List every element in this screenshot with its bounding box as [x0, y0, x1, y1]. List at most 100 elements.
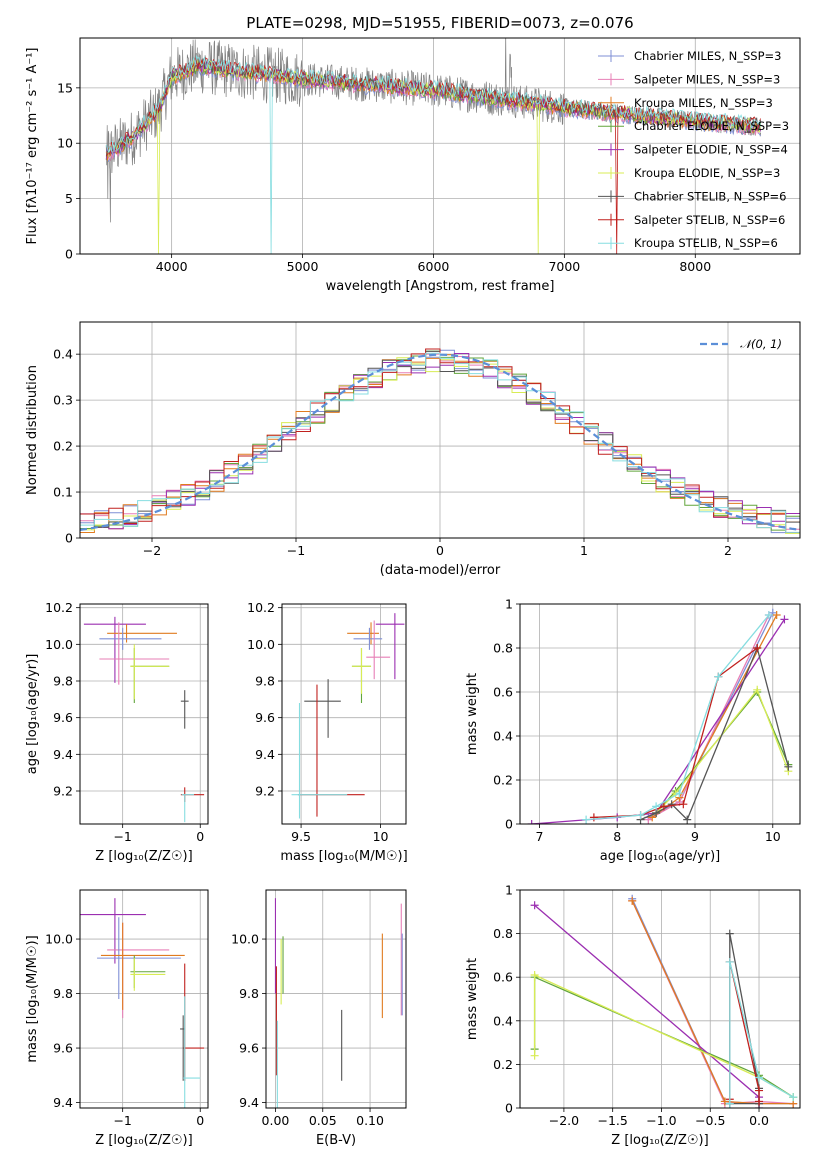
mass-weight-marker	[530, 971, 539, 980]
axes-mass-vs-EBV: 0.00 0.05 0.10 9.4 9.6 9.8 10.0 E(B-V)	[231, 889, 407, 1148]
x-axis-label: Z [log₁₀(Z/Z☉)]	[95, 1133, 192, 1148]
y-tick-label: 9.2	[53, 784, 73, 799]
x-axis-label: E(B-V)	[316, 1133, 356, 1148]
y-tick-label: 0.2	[53, 439, 73, 454]
errorbar-point	[80, 898, 146, 964]
x-axis-label: (data-model)/error	[380, 563, 501, 578]
y-tick-label: 0.4	[493, 1013, 513, 1028]
axes-frame	[519, 603, 801, 825]
y-tick-label: 10.0	[45, 932, 73, 947]
y-tick-label: 0.4	[53, 347, 73, 362]
mass-weight-marker	[628, 896, 637, 905]
legend-entry: Chabrier STELIB, N_SSP=6	[634, 189, 786, 203]
x-tick-label: 9.5	[291, 829, 311, 844]
axes-frame	[79, 889, 209, 1109]
histogram-step-line	[80, 352, 800, 533]
y-tick-label: 10.0	[45, 637, 73, 652]
plot-area	[80, 38, 800, 254]
x-axis-label: Z [log₁₀(Z/Z☉)]	[611, 1133, 708, 1148]
axes-frame	[79, 321, 801, 539]
mass-weight-marker	[725, 929, 734, 938]
mass-weight-marker	[675, 789, 684, 798]
x-tick-label: 0	[196, 1113, 204, 1128]
errorbar-point	[180, 690, 189, 729]
errorbar-point	[183, 996, 201, 1108]
axes-mass-vs-Z: −1 0 9.4 9.6 9.8 10.0 Z [log₁₀(Z/Z☉)] mass [log…	[25, 889, 209, 1148]
axes-spectrum: 4000 5000 6000 7000 8000 0 5 10 15 wavelength [An…	[25, 37, 801, 294]
errorbar-point	[181, 794, 195, 823]
axes-frame	[265, 889, 407, 1109]
mass-weight-marker	[753, 685, 762, 694]
y-tick-label: 1	[505, 597, 513, 612]
y-tick-label: 0.3	[53, 393, 73, 408]
plot-area	[266, 890, 406, 1108]
mass-weight-line	[586, 614, 770, 821]
axes-massweight-vs-age: 7 8 9 10 0 0.2 0.4 0.6 0.8 1 age [log₁₀(age/yr)] ma…	[465, 597, 801, 864]
mass-weight-line	[729, 961, 794, 1104]
spectrum-legend: Chabrier MILES, N_SSP=3 Salpeter MILES, N…	[598, 49, 789, 250]
y-axis-label: Normed distribution	[25, 365, 40, 495]
legend-entry: Salpeter STELIB, N_SSP=6	[634, 213, 785, 227]
y-tick-label: 0.6	[493, 685, 513, 700]
x-tick-label: 0.00	[262, 1113, 290, 1128]
axes-frame	[79, 37, 801, 255]
x-tick-label: 10	[373, 829, 389, 844]
x-tick-label: 7	[535, 829, 543, 844]
x-tick-label: 1	[580, 543, 588, 558]
x-tick-label: 10	[765, 829, 781, 844]
histogram-step-line	[80, 348, 800, 533]
y-tick-label: 0.8	[493, 641, 513, 656]
y-tick-label: 9.4	[255, 747, 275, 762]
y-tick-label: 0.8	[493, 926, 513, 941]
mass-weight-marker	[789, 1093, 798, 1102]
mass-weight-marker	[636, 811, 645, 820]
y-tick-label: 9.4	[239, 1095, 259, 1110]
mass-weight-line	[631, 900, 794, 1105]
mass-weight-marker	[714, 672, 723, 681]
axes-residuals: −2 −1 0 1 2 0 0.1 0.2 0.3 0.4 (data-model)/error No…	[25, 321, 801, 578]
y-tick-label: 0	[505, 817, 513, 832]
mass-weight-marker	[755, 1073, 764, 1082]
plot-area	[282, 604, 406, 824]
y-tick-label: 10.0	[231, 932, 259, 947]
y-tick-label: 9.4	[53, 1095, 73, 1110]
y-tick-label: 0.2	[493, 1057, 513, 1072]
x-tick-label: 0	[436, 543, 444, 558]
plot-area	[80, 322, 800, 538]
errorbar-point	[130, 644, 170, 700]
legend-entry: Salpeter ELODIE, N_SSP=4	[634, 143, 788, 157]
axes-massweight-vs-Z: −2.0 −1.5 −1.0 −0.5 0.0 0 0.2 0.4 0.6 0.8 1 Z [log₁…	[465, 883, 801, 1148]
mass-weight-marker	[683, 815, 692, 824]
x-tick-label: 0	[196, 829, 204, 844]
legend-entry: Kroupa STELIB, N_SSP=6	[634, 236, 778, 250]
x-tick-label: −1	[113, 829, 131, 844]
y-tick-label: 9.6	[53, 1041, 73, 1056]
x-tick-label: −1.5	[598, 1113, 628, 1128]
plot-area	[520, 890, 800, 1108]
plot-area	[520, 604, 800, 824]
x-axis-label: wavelength [Angstrom, rest frame]	[326, 279, 555, 294]
y-tick-label: 0	[65, 531, 73, 546]
mass-weight-line	[655, 688, 789, 814]
axes-frame	[519, 889, 801, 1109]
legend-entry: Kroupa ELODIE, N_SSP=3	[634, 166, 780, 180]
model-spectrum-line	[105, 54, 762, 254]
mass-weight-marker	[530, 901, 539, 910]
x-tick-label: 8	[613, 829, 621, 844]
x-tick-label: 5000	[287, 259, 319, 274]
y-tick-label: 15	[57, 80, 73, 95]
mass-weight-marker	[725, 957, 734, 966]
x-axis-label: mass [log₁₀(M/M☉)]	[280, 849, 407, 864]
mass-weight-marker	[784, 762, 793, 771]
mass-weight-marker	[589, 813, 598, 822]
mass-weight-line	[640, 645, 789, 821]
axes-frame	[281, 603, 407, 825]
y-tick-label: 9.8	[239, 986, 259, 1001]
errorbar-point	[351, 648, 372, 694]
y-tick-label: 10.2	[247, 600, 275, 615]
y-axis-label: Flux [fλ10⁻¹⁷ erg cm⁻² s⁻¹ A⁻¹]	[25, 48, 40, 245]
x-tick-label: 4000	[156, 259, 188, 274]
y-axis-label: mass [log₁₀(M/M☉)]	[25, 935, 40, 1062]
y-tick-label: 10.0	[247, 637, 275, 652]
mass-weight-marker	[753, 644, 762, 652]
